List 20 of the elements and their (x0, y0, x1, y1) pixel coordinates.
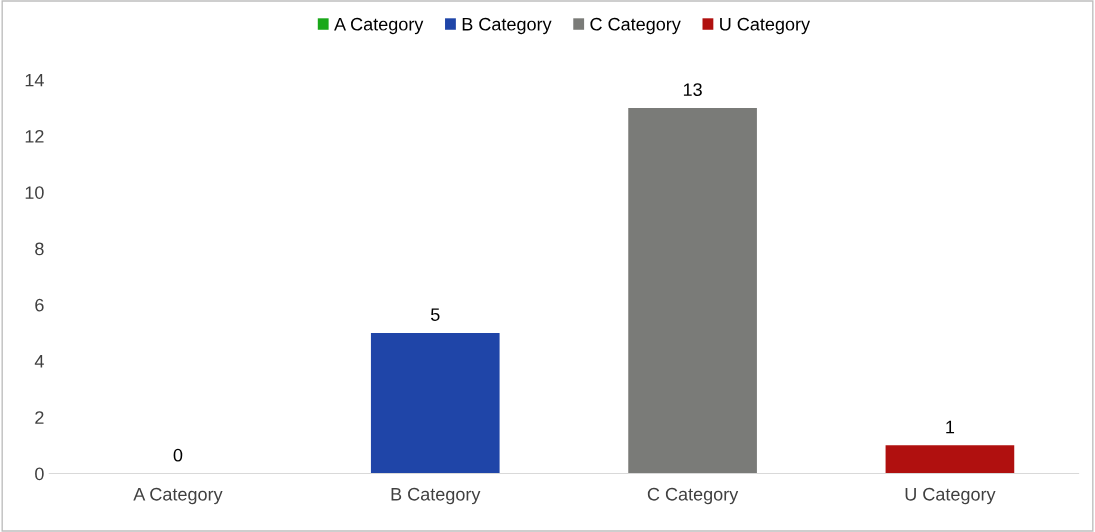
y-tick-label: 2 (35, 411, 44, 424)
data-label: 5 (430, 308, 440, 321)
y-tick-label: 14 (25, 73, 44, 87)
x-tick-label: U Category (905, 487, 996, 505)
x-tick-label: C Category (647, 487, 739, 505)
legend-label: C Category (590, 17, 681, 35)
legend-label: U Category (720, 17, 811, 35)
legend-label: B Category (462, 17, 552, 35)
y-tick-label: 8 (35, 242, 44, 256)
y-tick-label: 0 (35, 467, 44, 481)
y-tick-label: 12 (25, 129, 44, 143)
legend-label: A Category (334, 17, 424, 35)
data-label: 13 (683, 83, 702, 97)
data-label: 0 (173, 448, 183, 462)
y-tick-label: 4 (34, 355, 44, 368)
y-tick-label: 6 (35, 298, 44, 312)
y-tick-label: 10 (25, 186, 44, 199)
x-tick-label: A Category (133, 487, 223, 505)
data-label: 1 (946, 420, 955, 434)
x-tick-label: B Category (391, 487, 481, 505)
